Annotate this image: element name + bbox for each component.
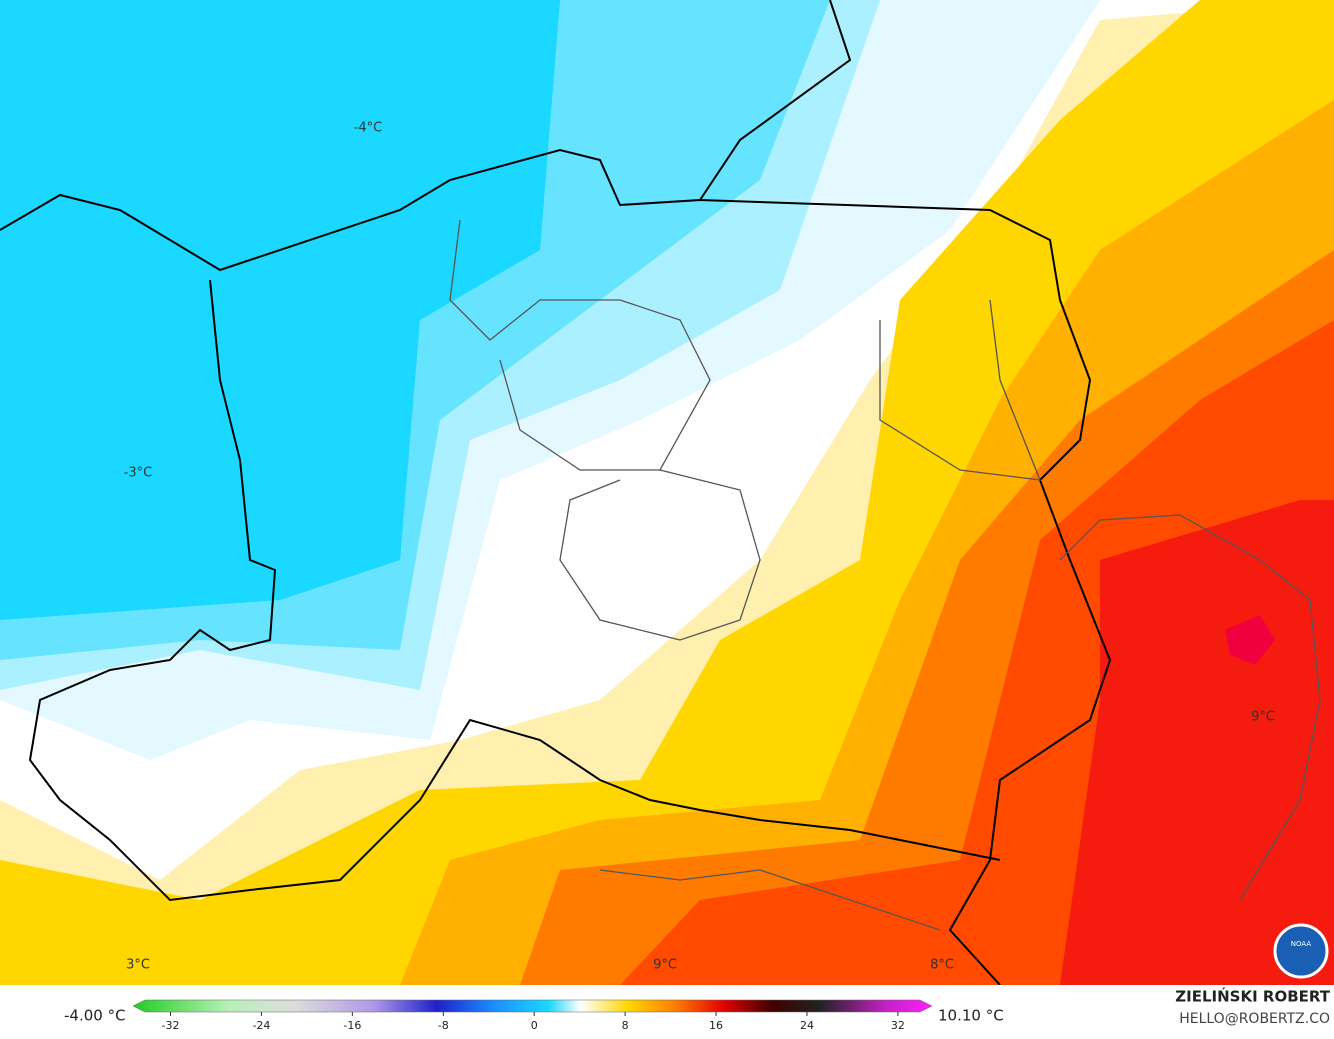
coastline [0, 0, 852, 272]
region-line [879, 299, 1042, 481]
colorbar-tick-label: 16 [709, 1019, 723, 1032]
temp-label: 9°C [1251, 710, 1275, 725]
map [0, 0, 1334, 986]
colorbar [132, 999, 933, 1013]
colorbar-tick-label: -24 [252, 1019, 270, 1032]
colorbar-max: 10.10 °C [938, 1007, 1004, 1025]
region-line [559, 469, 761, 641]
credit-email: HELLO@ROBERTZ.CO [1179, 1011, 1330, 1027]
colorbar-tick-label: 8 [622, 1019, 629, 1032]
logo-circle [1273, 923, 1329, 979]
region-line [599, 869, 941, 931]
temp-label: 8°C [930, 958, 954, 973]
colorbar-tick-label: 24 [800, 1019, 814, 1032]
colorbar-tick-label: -16 [343, 1019, 361, 1032]
colorbar-tick-label: 32 [891, 1019, 905, 1032]
temp-band [1225, 615, 1275, 665]
noaa-logo: NOAA [1273, 923, 1329, 979]
region-line [1059, 514, 1321, 901]
temp-label: 3°C [126, 958, 150, 973]
region-line [449, 219, 711, 471]
map-labels: -4°C -3°C 3°C 9°C 8°C 9°C [124, 121, 1275, 973]
temp-label: -3°C [124, 466, 153, 481]
border-line [699, 199, 1112, 986]
colorbar-tick-label: -8 [438, 1019, 449, 1032]
colorbar-ticks: -32 -24 -16 -8 0 8 16 24 32 [162, 1012, 905, 1032]
temp-band [1060, 500, 1334, 985]
temp-label: 9°C [653, 958, 677, 973]
border-line [28, 279, 1001, 902]
temp-label: -4°C [354, 121, 383, 136]
colorbar-min: -4.00 °C [64, 1007, 126, 1025]
colorbar-tick-label: 0 [531, 1019, 538, 1032]
logo-text: NOAA [1291, 940, 1312, 948]
credit-name: ZIELIŃSKI ROBERT [1175, 987, 1330, 1006]
colorbar-tick-label: -32 [162, 1019, 180, 1032]
